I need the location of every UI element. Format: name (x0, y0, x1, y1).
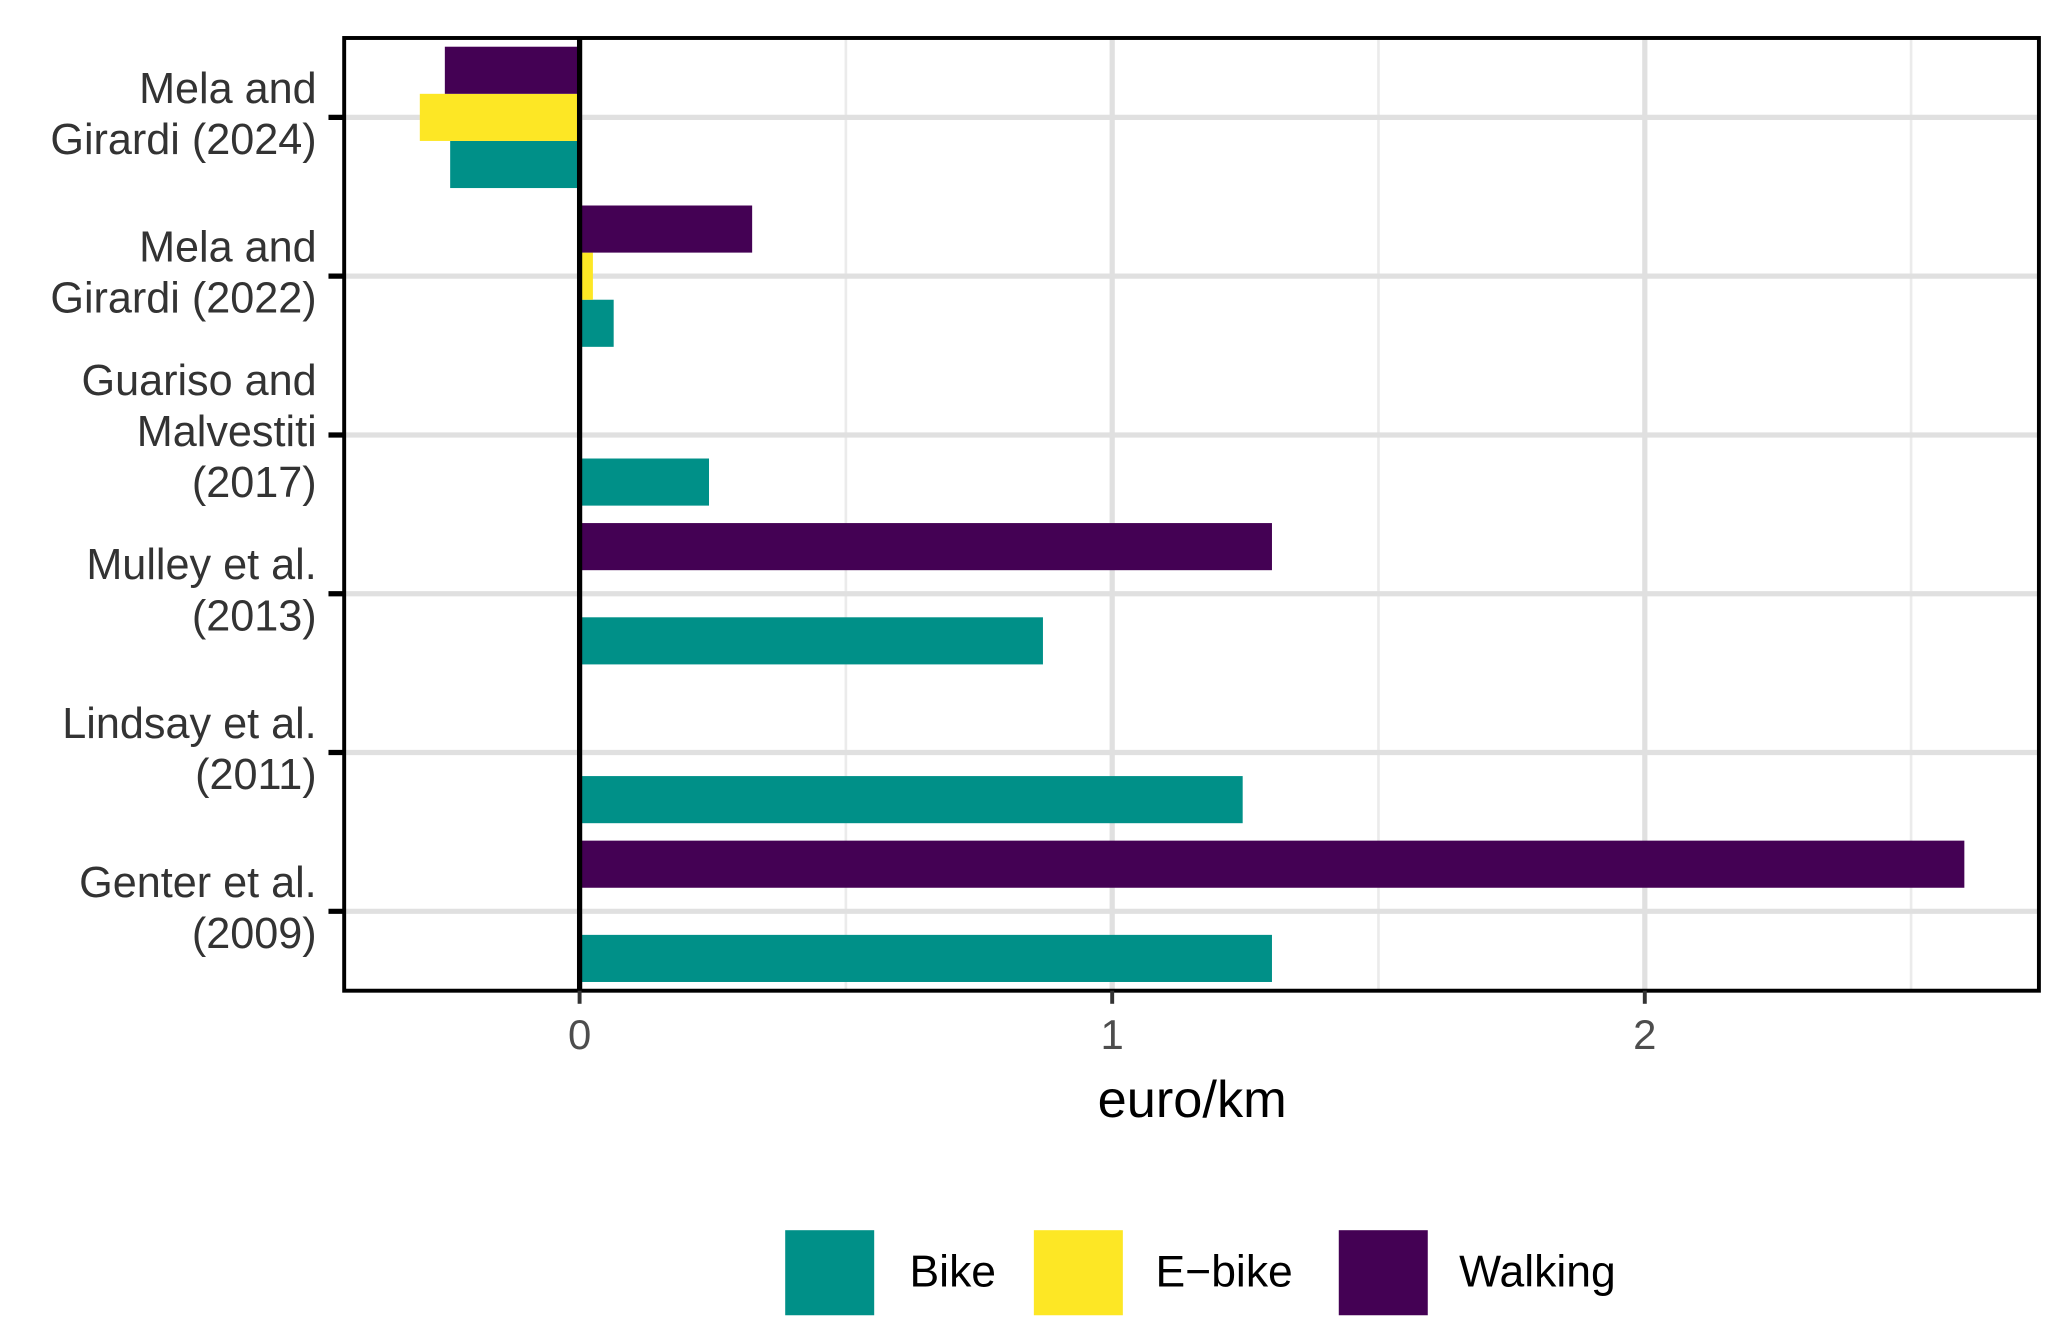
bar (579, 252, 593, 300)
legend-label: E−bike (1156, 1247, 1293, 1296)
y-tick-label: Mela and Girardi (2022) (50, 224, 316, 323)
x-tick-label: 2 (1633, 1011, 1656, 1058)
bar (579, 617, 1043, 665)
bar (579, 523, 1272, 571)
bar (579, 458, 710, 506)
bar (579, 934, 1272, 982)
legend-key (1338, 1230, 1428, 1316)
x-tick-label: 0 (568, 1011, 591, 1058)
bar (579, 299, 614, 347)
legend-key (1033, 1230, 1123, 1316)
y-tick-label: Mulley et al. (2013) (86, 542, 316, 641)
bar (450, 140, 580, 189)
legend-label: Walking (1459, 1247, 1616, 1296)
y-tick-label: Mela and Girardi (2024) (50, 65, 316, 164)
y-tick-label: Lindsay et al. (2011) (62, 700, 316, 799)
legend-key (785, 1230, 875, 1316)
y-tick-label: Guariso and Malvestiti (2017) (81, 357, 316, 507)
bar (579, 205, 753, 253)
y-tick-label: Genter et al. (2009) (79, 859, 317, 958)
bar (579, 840, 1965, 888)
panel-border (342, 36, 2041, 993)
x-axis-title: euro/km (1098, 1071, 1287, 1129)
bar (579, 776, 1243, 824)
legend-label: Bike (910, 1247, 997, 1296)
x-tick-label: 1 (1101, 1011, 1124, 1058)
bar (419, 93, 580, 141)
bar (444, 46, 580, 94)
